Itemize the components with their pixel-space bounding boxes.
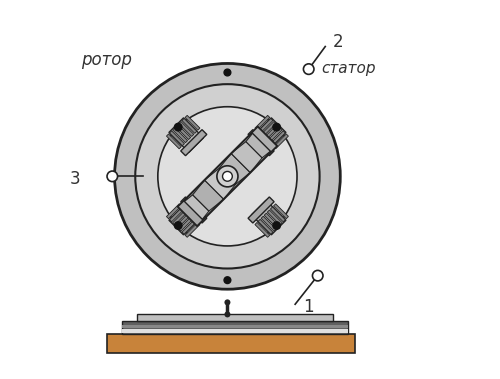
Polygon shape	[274, 134, 288, 149]
Polygon shape	[270, 131, 285, 146]
Circle shape	[174, 123, 182, 131]
Polygon shape	[180, 130, 207, 156]
Polygon shape	[137, 315, 333, 321]
Polygon shape	[166, 204, 182, 219]
Polygon shape	[192, 180, 224, 211]
Text: 3: 3	[70, 170, 80, 188]
Polygon shape	[231, 142, 262, 172]
Polygon shape	[180, 197, 207, 223]
Polygon shape	[179, 216, 194, 231]
Circle shape	[224, 69, 231, 76]
Polygon shape	[122, 321, 348, 334]
Circle shape	[224, 312, 230, 318]
Circle shape	[158, 107, 297, 246]
Polygon shape	[166, 134, 182, 149]
Text: 1: 1	[302, 298, 314, 316]
Polygon shape	[182, 219, 197, 234]
Polygon shape	[261, 122, 276, 136]
Polygon shape	[261, 216, 276, 231]
Polygon shape	[170, 207, 184, 222]
Polygon shape	[178, 201, 203, 226]
Polygon shape	[178, 195, 209, 226]
Polygon shape	[185, 222, 200, 237]
Polygon shape	[182, 119, 197, 133]
Polygon shape	[170, 131, 184, 146]
Circle shape	[217, 166, 238, 187]
Polygon shape	[176, 125, 190, 139]
Polygon shape	[274, 204, 288, 219]
Text: ротор: ротор	[80, 51, 132, 69]
Polygon shape	[264, 125, 279, 139]
Polygon shape	[258, 119, 273, 133]
Circle shape	[222, 171, 232, 181]
Polygon shape	[258, 219, 273, 234]
Circle shape	[304, 64, 314, 74]
Circle shape	[273, 222, 280, 229]
Circle shape	[114, 63, 340, 289]
Text: 2: 2	[333, 33, 344, 50]
Text: статор: статор	[322, 61, 376, 76]
Polygon shape	[270, 207, 285, 222]
Circle shape	[107, 171, 118, 182]
Polygon shape	[176, 213, 190, 228]
Polygon shape	[248, 130, 274, 156]
Polygon shape	[204, 168, 236, 199]
Circle shape	[174, 222, 182, 229]
Polygon shape	[255, 115, 270, 130]
Polygon shape	[107, 334, 356, 353]
Polygon shape	[252, 118, 286, 152]
Polygon shape	[246, 127, 277, 158]
Circle shape	[312, 270, 323, 281]
Polygon shape	[252, 200, 286, 235]
Polygon shape	[268, 210, 282, 225]
Polygon shape	[122, 325, 348, 328]
Circle shape	[224, 299, 230, 305]
Polygon shape	[268, 128, 282, 143]
Polygon shape	[255, 222, 270, 237]
Polygon shape	[169, 200, 203, 235]
Polygon shape	[248, 197, 274, 223]
Polygon shape	[179, 122, 194, 136]
Polygon shape	[220, 153, 250, 185]
Polygon shape	[122, 329, 348, 333]
Circle shape	[224, 277, 231, 283]
Polygon shape	[172, 128, 188, 143]
Circle shape	[136, 84, 320, 268]
Circle shape	[273, 123, 280, 131]
Polygon shape	[185, 115, 200, 130]
Polygon shape	[169, 118, 203, 152]
Polygon shape	[252, 127, 277, 152]
Polygon shape	[172, 210, 188, 225]
Polygon shape	[264, 213, 279, 228]
